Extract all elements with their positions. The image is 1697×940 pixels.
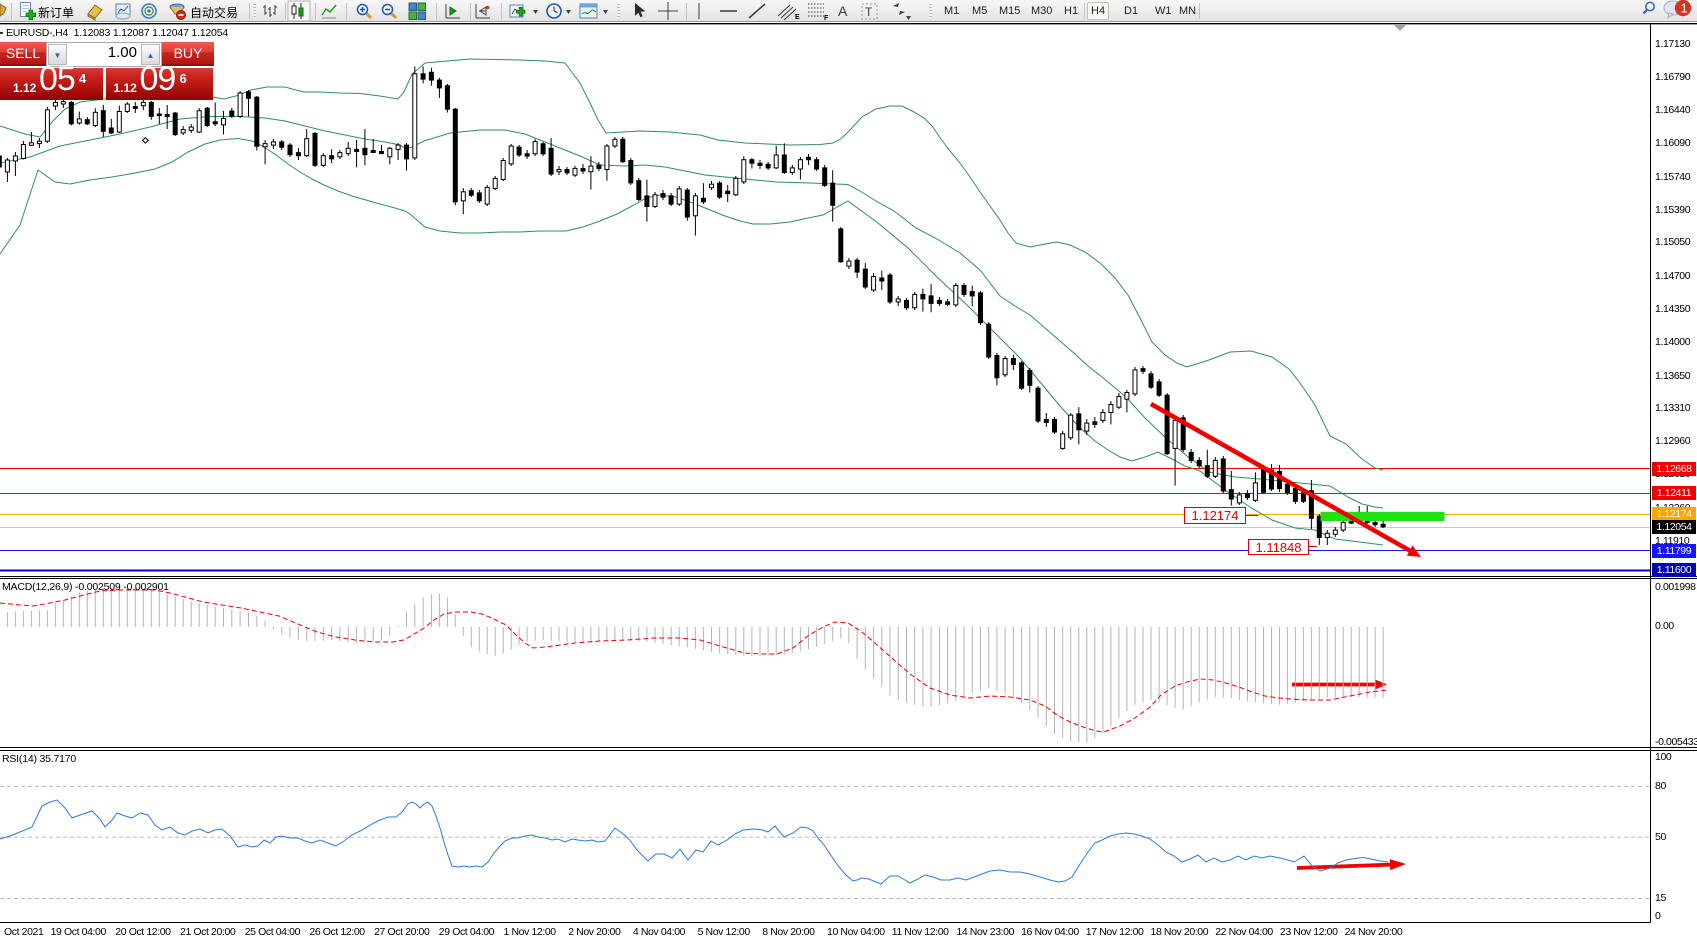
svg-text:A: A [838, 3, 848, 19]
svg-text:F: F [824, 15, 829, 22]
svg-text:1: 1 [1681, 1, 1688, 16]
svg-text:T: T [865, 5, 873, 19]
svg-text:E: E [795, 14, 800, 21]
